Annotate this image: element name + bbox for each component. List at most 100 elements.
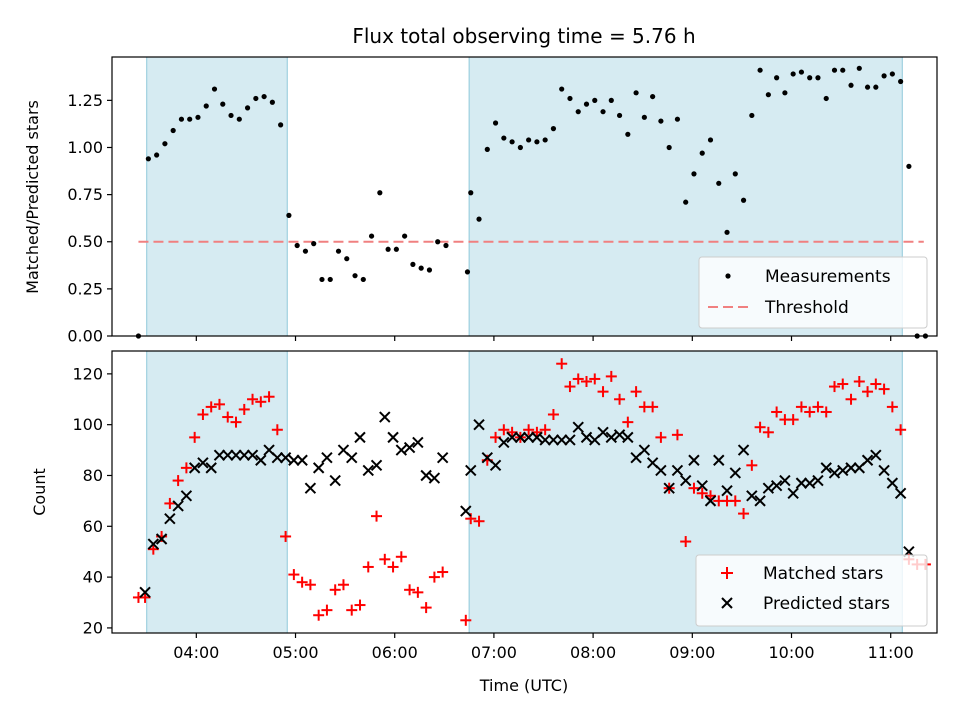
- measurement-point: [443, 242, 449, 249]
- matched-star-point: [354, 599, 366, 611]
- predicted-star-point: [255, 454, 267, 466]
- predicted-star-point: [197, 457, 209, 469]
- matched-star-point: [180, 462, 192, 474]
- predicted-star-point: [238, 449, 250, 461]
- shaded-interval: [146, 350, 288, 634]
- predicted-star-point: [704, 495, 717, 507]
- matched-star-point: [878, 383, 890, 395]
- matched-star-point: [547, 409, 559, 421]
- measurement-point: [170, 127, 176, 134]
- measurement-point: [575, 109, 581, 115]
- measurement-point: [244, 105, 251, 111]
- measurement-point: [658, 118, 664, 124]
- matched-star-point: [680, 536, 692, 548]
- top-shaded-intervals: [146, 56, 903, 337]
- top-legend: Measurements Threshold: [698, 256, 928, 329]
- matched-star-point: [247, 393, 259, 405]
- matched-star-point: [804, 406, 816, 418]
- bottom-legend-box: [695, 554, 928, 627]
- predicted-star-point: [522, 431, 535, 444]
- predicted-star-point: [861, 454, 874, 466]
- matched-star-point: [460, 614, 472, 626]
- matched-star-point: [580, 375, 592, 387]
- measurement-point: [765, 92, 771, 98]
- matched-star-point: [321, 604, 333, 616]
- measurement-point: [464, 269, 471, 275]
- x-axis-label: Time (UTC): [479, 676, 568, 695]
- x-tick-label: 04:00: [173, 643, 219, 662]
- measurement-point: [831, 67, 838, 73]
- predicted-star-point: [795, 477, 808, 489]
- measurement-point: [154, 152, 160, 158]
- matched-star-point: [189, 431, 201, 443]
- measurement-point: [484, 146, 490, 152]
- predicted-star-point: [346, 451, 358, 464]
- predicted-stars-points: [139, 411, 915, 599]
- measurement-point: [625, 131, 631, 137]
- matched-star-point: [346, 604, 358, 616]
- matched-star-point: [630, 386, 642, 398]
- x-tick-label: 07:00: [471, 643, 517, 662]
- matched-star-point: [655, 431, 667, 443]
- predicted-star-point: [746, 490, 758, 502]
- predicted-star-point: [172, 500, 184, 512]
- bottom-y-ticks: 20 40 60 80 100 120: [72, 364, 112, 637]
- predicted-star-point: [465, 464, 477, 477]
- bottom-panel: 20 40 60 80 100 120 04:00 05:00 06:00 07:00 08:00…: [30, 350, 938, 695]
- matched-star-point: [605, 370, 617, 382]
- measurement-point: [302, 248, 309, 254]
- matched-star-point: [498, 424, 510, 436]
- x-tick-label: 09:00: [669, 643, 715, 662]
- matched-star-point: [597, 386, 609, 398]
- matched-star-point: [428, 571, 440, 583]
- measurement-point: [707, 137, 714, 143]
- matched-star-point: [271, 424, 283, 436]
- predicted-star-point: [572, 421, 584, 433]
- measurement-point: [327, 276, 333, 283]
- predicted-star-point: [605, 431, 618, 444]
- matched-star-point: [412, 586, 424, 598]
- measurement-point: [236, 116, 242, 122]
- predicted-star-point: [147, 538, 160, 550]
- predicted-star-point: [506, 431, 518, 444]
- bottom-y-axis-label: Count: [30, 468, 49, 516]
- y-tick-label: 40: [83, 568, 103, 587]
- matched-star-point: [787, 414, 799, 426]
- measurement-point: [269, 99, 275, 105]
- predicted-star-point: [379, 411, 391, 423]
- matched-star-point: [771, 406, 783, 418]
- y-tick-label: 80: [83, 466, 103, 485]
- predicted-star-point: [164, 512, 176, 525]
- measurement-point: [732, 171, 738, 177]
- measurement-point: [608, 97, 614, 103]
- top-x-ticks: [195, 336, 892, 341]
- matched-star-point: [147, 543, 159, 555]
- matched-star-point: [870, 378, 882, 390]
- x-tick-label: 06:00: [372, 643, 418, 662]
- predicted-star-point: [886, 477, 899, 489]
- measurement-point: [815, 75, 821, 81]
- measurement-point: [368, 233, 375, 239]
- measurement-point: [435, 239, 441, 245]
- predicted-star-point: [638, 444, 651, 456]
- legend-measurements-label: Measurements: [765, 267, 891, 287]
- measurement-point: [583, 101, 590, 107]
- matched-star-point: [589, 373, 601, 385]
- predicted-star-point: [580, 431, 593, 444]
- y-tick-label: 0.25: [67, 279, 103, 298]
- predicted-star-point: [514, 431, 527, 444]
- matched-star-point: [420, 602, 432, 614]
- matched-star-point: [754, 421, 766, 433]
- predicted-star-point: [655, 464, 667, 477]
- measurement-point: [823, 95, 829, 102]
- predicted-star-point: [155, 533, 168, 545]
- predicted-star-point: [803, 477, 816, 489]
- predicted-star-point: [820, 462, 832, 474]
- bottom-x-ticks: 04:00 05:00 06:00 07:00 08:00 09:00 10:00 11:00: [173, 633, 914, 662]
- measurement-point: [641, 114, 647, 120]
- predicted-star-point: [837, 464, 849, 477]
- predicted-star-point: [762, 482, 775, 494]
- predicted-star-point: [213, 449, 226, 461]
- matched-star-point: [255, 396, 267, 408]
